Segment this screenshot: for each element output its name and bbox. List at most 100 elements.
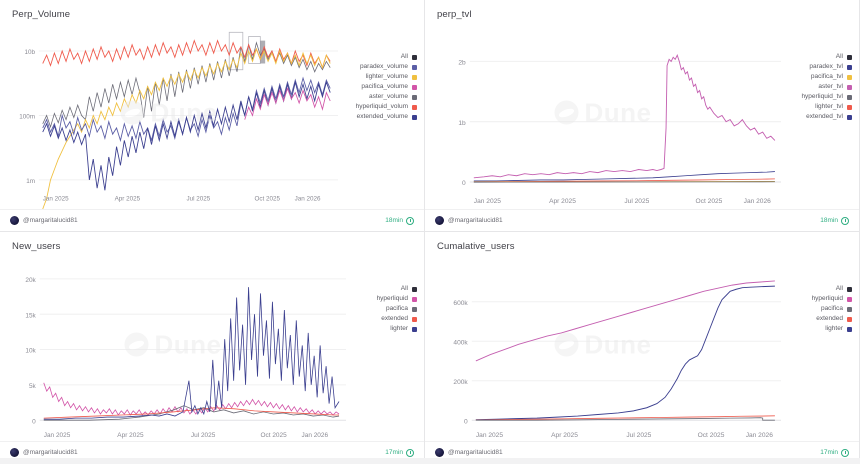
- legend-item[interactable]: hyperliquid_volum: [338, 103, 417, 111]
- refresh-time: 18min: [820, 217, 838, 224]
- legend-swatch-icon: [412, 94, 417, 100]
- xtick: Oct 2025: [254, 196, 280, 203]
- legend-swatch-icon: [412, 306, 417, 312]
- legend-label: hyperliquid: [376, 295, 408, 302]
- legend-swatch-icon: [412, 84, 417, 90]
- author-attribution[interactable]: @margaritalucid81: [10, 216, 78, 225]
- legend-label: hyperliquid_tvl: [801, 93, 843, 100]
- legend-label: aster_tvl: [818, 83, 843, 90]
- legend-swatch-icon: [847, 326, 852, 332]
- legend-swatch-icon: [412, 316, 417, 322]
- ytick: 20k: [25, 277, 36, 284]
- legend-swatch-icon: [847, 84, 852, 90]
- panel-footer: @margaritalucid81 17min: [0, 441, 424, 463]
- legend-swatch-icon: [847, 54, 852, 60]
- legend-item[interactable]: hyperliquid: [346, 295, 417, 303]
- author-name: @margaritalucid81: [448, 449, 503, 456]
- ytick: 0: [462, 180, 466, 187]
- ytick: 15k: [25, 312, 36, 319]
- author-name: @margaritalucid81: [448, 217, 503, 224]
- ytick: 200k: [453, 379, 468, 386]
- panel-body: Dune 2b 1b 0: [425, 24, 859, 209]
- ytick: 400k: [453, 339, 468, 346]
- avatar-circle-icon: [10, 216, 19, 225]
- legend-item[interactable]: extended_volume: [338, 113, 417, 121]
- legend-item[interactable]: paradex_tvl: [781, 63, 852, 71]
- legend-label: lighter_tvl: [815, 103, 843, 110]
- legend-item[interactable]: pacifica: [781, 305, 852, 313]
- plot-area[interactable]: Dune 600k 400k 200k 0: [425, 256, 781, 441]
- plot-area[interactable]: Dune 2b 1b 0: [425, 24, 781, 209]
- legend-swatch-icon: [412, 296, 417, 302]
- ytick: 2b: [458, 59, 466, 66]
- legend-label: lighter: [825, 325, 843, 332]
- legend-label: paradex_tvl: [809, 63, 843, 70]
- refresh-badge[interactable]: 18min: [385, 216, 414, 225]
- legend-item[interactable]: pacifica_volume: [338, 83, 417, 91]
- xtick: Apr 2025: [115, 196, 141, 203]
- legend-swatch-icon: [412, 54, 417, 60]
- legend-swatch-icon: [847, 296, 852, 302]
- plot-area[interactable]: Dune 20k 15k 10k 5k 0: [0, 256, 346, 441]
- legend-label: hyperliquid_volum: [355, 103, 408, 110]
- legend-label: All: [400, 285, 408, 292]
- author-attribution[interactable]: @margaritalucid81: [435, 216, 503, 225]
- xtick: Jan 2026: [295, 196, 321, 203]
- legend-swatch-icon: [847, 64, 852, 70]
- ytick: 100m: [19, 113, 35, 120]
- ytick: 1m: [26, 178, 35, 185]
- panel-body: Dune 10b 100m 1m: [0, 24, 424, 209]
- legend-label: pacifica: [820, 305, 843, 312]
- legend-label: extended_volume: [356, 113, 408, 120]
- legend-item[interactable]: hyperliquid_tvl: [781, 93, 852, 101]
- refresh-badge[interactable]: 18min: [820, 216, 849, 225]
- legend-label: All: [835, 53, 843, 60]
- plot-area[interactable]: Dune 10b 100m 1m: [0, 24, 338, 209]
- panel-cumulative-users: Cumalative_users Dune 600k 400k 200k 0: [425, 232, 860, 464]
- panel-footer: @margaritalucid81 18min: [425, 209, 859, 231]
- legend-item[interactable]: lighter: [346, 325, 417, 333]
- legend-item[interactable]: All: [338, 53, 417, 61]
- refresh-time: 18min: [385, 217, 403, 224]
- xtick: Jan 2025: [474, 198, 501, 205]
- refresh-badge[interactable]: 17min: [385, 448, 414, 457]
- panel-body: Dune 20k 15k 10k 5k 0: [0, 256, 424, 441]
- legend-item[interactable]: All: [781, 285, 852, 293]
- legend-swatch-icon: [847, 316, 852, 322]
- legend-item[interactable]: All: [346, 285, 417, 293]
- legend-swatch-icon: [847, 74, 852, 80]
- legend-item[interactable]: paradex_volume: [338, 63, 417, 71]
- legend-item[interactable]: pacifica: [346, 305, 417, 313]
- legend-item[interactable]: lighter_tvl: [781, 103, 852, 111]
- avatar-circle-icon: [435, 216, 444, 225]
- xtick: Apr 2025: [549, 198, 576, 205]
- xtick: Jan 2025: [44, 432, 71, 439]
- legend-item[interactable]: extended: [781, 315, 852, 323]
- legend-item[interactable]: All: [781, 53, 852, 61]
- legend-item[interactable]: aster_tvl: [781, 83, 852, 91]
- legend-item[interactable]: lighter_volume: [338, 73, 417, 81]
- author-attribution[interactable]: @margaritalucid81: [10, 448, 78, 457]
- chart-svg-new-users: 20k 15k 10k 5k 0 Jan 2025 Apr 2025 Jul 2: [25, 277, 346, 439]
- legend-label: aster_volume: [368, 93, 408, 100]
- author-name: @margaritalucid81: [23, 217, 78, 224]
- legend-item[interactable]: aster_volume: [338, 93, 417, 101]
- xtick: Jul 2025: [191, 432, 216, 439]
- legend-item[interactable]: pacifica_tvl: [781, 73, 852, 81]
- legend-item[interactable]: extended_tvl: [781, 113, 852, 121]
- refresh-badge[interactable]: 17min: [820, 448, 849, 457]
- legend-item[interactable]: lighter: [781, 325, 852, 333]
- legend-swatch-icon: [412, 326, 417, 332]
- refresh-clock-icon: [406, 448, 414, 457]
- legend-label: hyperliquid: [811, 295, 843, 302]
- panel-title: perp_tvl: [437, 9, 472, 20]
- chart-svg-cumulative-users: 600k 400k 200k 0 Jan 2025 Apr 2025 Jul 2…: [453, 280, 781, 439]
- legend-label: All: [400, 53, 408, 60]
- legend-item[interactable]: hyperliquid: [781, 295, 852, 303]
- panel-body: Dune 600k 400k 200k 0: [425, 256, 859, 441]
- legend-swatch-icon: [412, 114, 417, 120]
- panel-title: Perp_Volume: [12, 9, 71, 20]
- author-attribution[interactable]: @margaritalucid81: [435, 448, 503, 457]
- legend-item[interactable]: extended: [346, 315, 417, 323]
